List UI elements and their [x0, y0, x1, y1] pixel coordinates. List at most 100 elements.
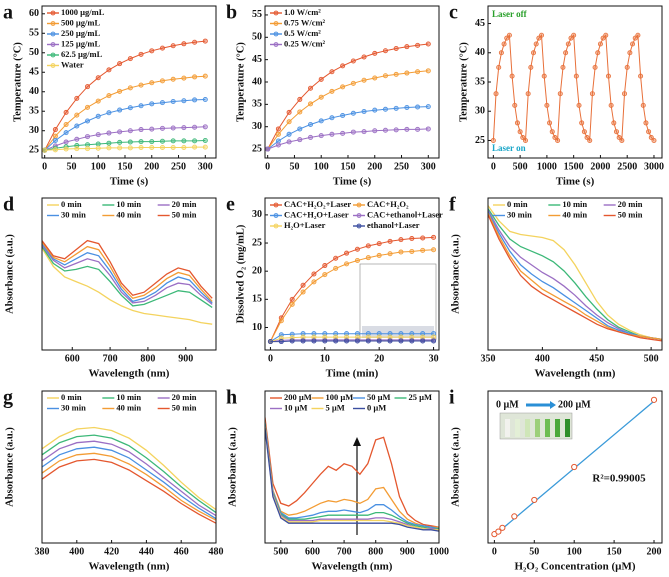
x-tick-label: 250 — [171, 161, 186, 172]
marker — [322, 272, 328, 278]
y-tick-label: 45 — [29, 67, 39, 78]
y-tick-label: 25 — [252, 143, 262, 154]
marker — [573, 73, 579, 79]
plot-frame — [264, 390, 440, 544]
marker — [95, 75, 101, 81]
marker — [127, 145, 133, 151]
marker — [498, 50, 504, 56]
legend-marker — [273, 223, 279, 229]
marker — [431, 331, 437, 337]
plot-frame — [41, 390, 217, 544]
marker — [106, 145, 112, 151]
marker — [278, 318, 284, 324]
marker — [42, 147, 48, 153]
marker — [149, 144, 155, 150]
marker — [181, 98, 187, 104]
marker — [106, 140, 112, 146]
marker — [286, 119, 292, 125]
series-line — [44, 40, 206, 151]
marker — [425, 126, 431, 132]
marker — [571, 32, 577, 38]
marker — [409, 248, 415, 254]
legend-label: 0 min — [61, 199, 82, 209]
marker — [308, 101, 314, 107]
marker — [630, 41, 636, 47]
y-tick-label: 20 — [252, 265, 262, 276]
series-line — [42, 243, 213, 304]
series-line — [267, 106, 429, 150]
marker — [404, 104, 410, 110]
x-tick-label: 0 — [265, 161, 270, 172]
series-line — [270, 339, 434, 343]
series-line — [44, 99, 206, 151]
y-axis-label: Temperature (°C) — [12, 42, 23, 122]
x-tick-label: 0 — [268, 353, 273, 364]
legend-label: 250 µg/mL — [61, 28, 100, 38]
marker — [361, 77, 367, 83]
marker — [289, 331, 295, 337]
legend-label: 10 µM — [284, 402, 308, 412]
y-tick-label: 40 — [29, 86, 39, 97]
marker — [350, 58, 356, 64]
legend-marker — [50, 42, 56, 47]
x-tick-label: 20 — [374, 353, 384, 364]
series-line — [265, 422, 439, 530]
legend-label: 30 min — [61, 402, 86, 412]
x-axis-label: H₂O₂ Concentration (µM) — [514, 561, 635, 573]
marker — [74, 112, 80, 118]
legend-label: 1.0 W/cm² — [284, 7, 321, 17]
x-tick-label: 0 — [491, 161, 496, 172]
series-line — [42, 440, 216, 517]
marker — [555, 137, 561, 143]
marker — [365, 331, 371, 337]
legend-marker — [273, 202, 279, 208]
marker — [322, 338, 328, 344]
legend-label: 30 min — [61, 209, 86, 219]
marker — [415, 126, 421, 132]
marker — [52, 133, 58, 139]
marker — [329, 115, 335, 121]
marker — [85, 84, 91, 90]
marker — [181, 138, 187, 144]
legend-label: 10 min — [116, 392, 141, 402]
marker — [517, 129, 523, 135]
x-tick-label: 400 — [69, 546, 84, 557]
marker — [333, 265, 339, 271]
plot-frame — [487, 197, 663, 351]
marker — [354, 331, 360, 337]
marker — [409, 236, 415, 242]
marker — [74, 136, 80, 142]
series-line — [267, 70, 429, 150]
marker — [192, 144, 198, 150]
y-axis-label: Dissolved O₂ (mg/mL) — [235, 224, 246, 323]
series-line — [269, 236, 434, 342]
plot-frame — [487, 390, 663, 544]
marker — [398, 338, 404, 344]
y-tick-label: 35 — [475, 76, 485, 87]
y-tick-label: 35 — [29, 106, 39, 117]
marker — [95, 141, 101, 147]
marker — [638, 73, 644, 79]
marker — [420, 247, 426, 253]
legend-label: CAC+H₂O₂ — [367, 199, 409, 209]
x-tick-label: 300 — [421, 161, 436, 172]
marker — [393, 45, 399, 51]
marker — [549, 129, 555, 135]
legend-label: 50 min — [172, 209, 197, 219]
legend-label: 0.75 W/cm² — [284, 17, 326, 27]
vial — [525, 419, 530, 437]
series-line — [265, 417, 439, 528]
marker — [393, 71, 399, 77]
marker — [431, 234, 437, 240]
x-axis-label: Wavelength (nm) — [535, 368, 616, 380]
marker — [106, 110, 112, 116]
legend-label: CAC+H₂O+Laser — [284, 209, 349, 219]
marker — [393, 127, 399, 133]
x-axis-label: Wavelength (nm) — [312, 561, 393, 573]
series-line — [42, 426, 216, 511]
marker — [138, 127, 144, 133]
marker — [493, 91, 499, 97]
plot-frame — [487, 5, 663, 159]
x-tick-label: 50 — [529, 546, 539, 557]
